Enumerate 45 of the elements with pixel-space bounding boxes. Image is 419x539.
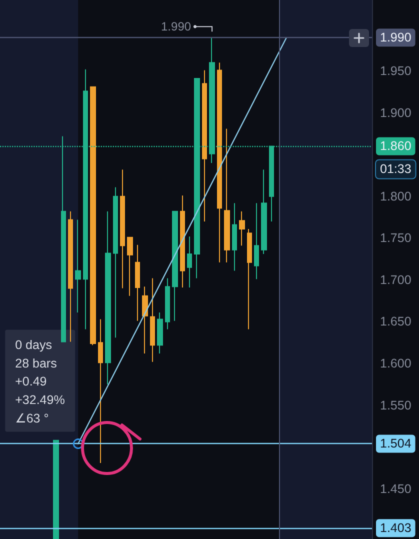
annotation: 0 days	[15, 338, 52, 352]
ref-line-label: 1.990	[380, 30, 412, 45]
ref-line-label: 1.504	[380, 436, 412, 451]
candlestick	[157, 312, 163, 354]
candlestick	[142, 286, 148, 354]
y-tick-label: 1.900	[380, 106, 412, 120]
y-tick-label: 1.750	[380, 231, 412, 246]
candlestick	[239, 210, 245, 246]
y-tick-label: 1.700	[380, 272, 412, 287]
y-tick-label: 1.600	[380, 356, 412, 371]
text: 01:33	[380, 162, 412, 176]
candlestick	[180, 195, 185, 288]
candlestick	[150, 278, 155, 362]
candlestick	[90, 86, 96, 346]
y-tick-label: 1.950	[380, 64, 412, 78]
candlestick	[254, 202, 259, 280]
annotation: 1.990	[161, 20, 192, 34]
candlestick	[261, 169, 267, 255]
candlestick	[224, 128, 230, 263]
candlestick	[113, 186, 118, 338]
candlestick	[135, 244, 140, 322]
candlestick	[232, 202, 237, 272]
candlestick	[187, 236, 192, 288]
candlestick	[217, 62, 222, 263]
candlestick	[75, 219, 81, 314]
candlestick	[172, 210, 178, 322]
annotation: ∠63 °	[15, 412, 49, 426]
annotation: +0.49	[15, 374, 47, 389]
candlestick	[105, 210, 111, 385]
candlestick	[68, 210, 73, 342]
candlestick	[53, 440, 59, 539]
y-tick-label: 1.650	[380, 314, 412, 329]
ref-line-label: 1.403	[380, 521, 412, 536]
candlestick	[127, 236, 133, 296]
annotation: +32.49%	[15, 393, 65, 408]
candlestick	[98, 318, 103, 464]
y-tick-label: 1.550	[380, 398, 412, 412]
ref-line-label: 1.860	[380, 139, 412, 154]
candlestick	[165, 278, 170, 330]
y-tick-label: 1.450	[380, 482, 412, 496]
candlestick	[202, 70, 207, 222]
y-tick-label: 1.800	[380, 189, 412, 204]
candlestick	[120, 169, 125, 289]
annotation: 28 bars	[15, 356, 57, 370]
candlestick	[247, 228, 252, 330]
